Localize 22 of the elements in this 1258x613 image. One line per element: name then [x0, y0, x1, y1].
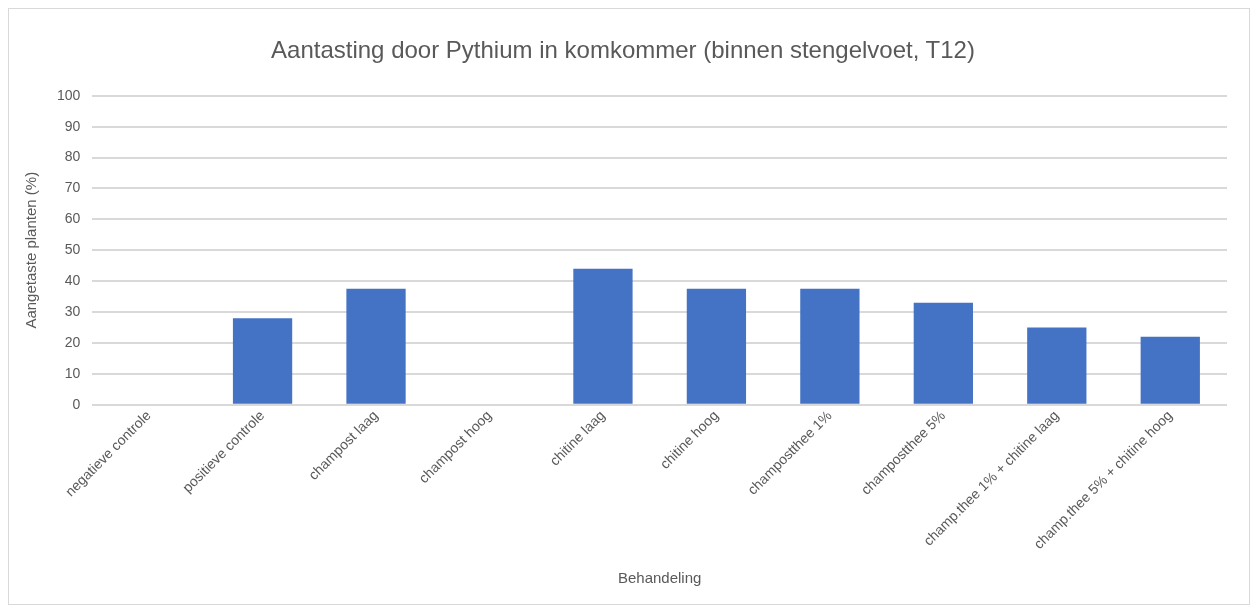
- y-tick-label: 90: [64, 117, 81, 134]
- y-axis-title: Aangetaste planten (%): [22, 171, 40, 329]
- y-tick-label: 80: [64, 148, 81, 165]
- y-tick-label: 20: [64, 333, 81, 350]
- y-tick-label: 60: [64, 210, 81, 227]
- bar: [913, 302, 973, 404]
- bar: [1140, 336, 1200, 404]
- chart-title: Aantasting door Pythium in komkommer (binnen stengelvoet, T12): [271, 36, 975, 64]
- y-tick-label: 10: [64, 364, 81, 381]
- bar: [346, 288, 406, 404]
- y-tick-label: 30: [64, 302, 81, 319]
- bar: [686, 288, 747, 404]
- y-tick-label: 40: [64, 271, 81, 288]
- x-axis-title: Behandeling: [617, 569, 702, 587]
- bar: [232, 318, 293, 404]
- bar: [573, 268, 633, 404]
- y-tick-label: 0: [72, 395, 81, 412]
- bar: [1027, 327, 1087, 404]
- y-tick-label: 100: [57, 86, 81, 103]
- y-tick-label: 70: [64, 179, 81, 196]
- bar: [800, 288, 860, 404]
- y-tick-label: 50: [64, 241, 81, 258]
